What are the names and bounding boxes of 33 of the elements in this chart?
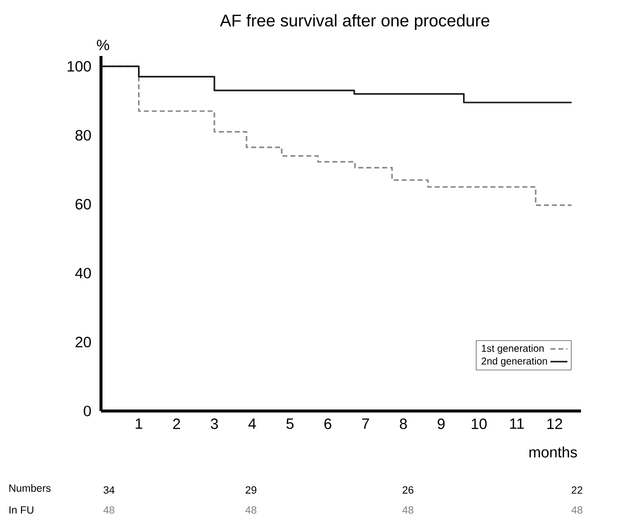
y-tick-label: 40 xyxy=(75,268,91,278)
legend-label: 2nd generation xyxy=(482,357,547,367)
text: In FU xyxy=(9,506,34,514)
text: 34 xyxy=(104,486,115,494)
y-tick-label: 0 xyxy=(84,406,91,416)
x-tick-label: 5 xyxy=(286,418,294,429)
x-tick-label: 9 xyxy=(438,418,445,430)
text: 29 xyxy=(246,486,256,494)
x-tick-label: 6 xyxy=(324,418,332,430)
text: 48 xyxy=(571,506,582,514)
text: 26 xyxy=(402,486,414,494)
y-axis-title: % xyxy=(96,40,110,50)
y-tick-label: 80 xyxy=(76,130,91,141)
x-tick-label: 10 xyxy=(472,418,487,430)
y-tick-label: 100 xyxy=(68,61,91,72)
x-tick-label: 2 xyxy=(173,418,180,429)
x-tick-label: 12 xyxy=(547,418,562,429)
x-tick-label: 8 xyxy=(400,418,407,430)
x-tick-label: 11 xyxy=(510,418,524,429)
y-tick-label: 60 xyxy=(76,198,91,210)
text: 48 xyxy=(245,506,256,514)
x-tick-label: 1 xyxy=(136,418,142,429)
text: 48 xyxy=(402,506,414,514)
x-tick-label: 3 xyxy=(210,418,218,430)
x-tick-label: 4 xyxy=(248,418,256,429)
x-tick-label: 7 xyxy=(362,418,369,429)
text: 22 xyxy=(572,486,582,494)
legend-label: 1st generation xyxy=(482,344,544,354)
x-axis-title: months xyxy=(529,446,577,458)
chart-title: AF free survival after one procedure xyxy=(220,14,490,30)
text: Numbers xyxy=(9,484,51,492)
text: 48 xyxy=(103,506,114,514)
y-tick-label: 20 xyxy=(76,336,91,348)
